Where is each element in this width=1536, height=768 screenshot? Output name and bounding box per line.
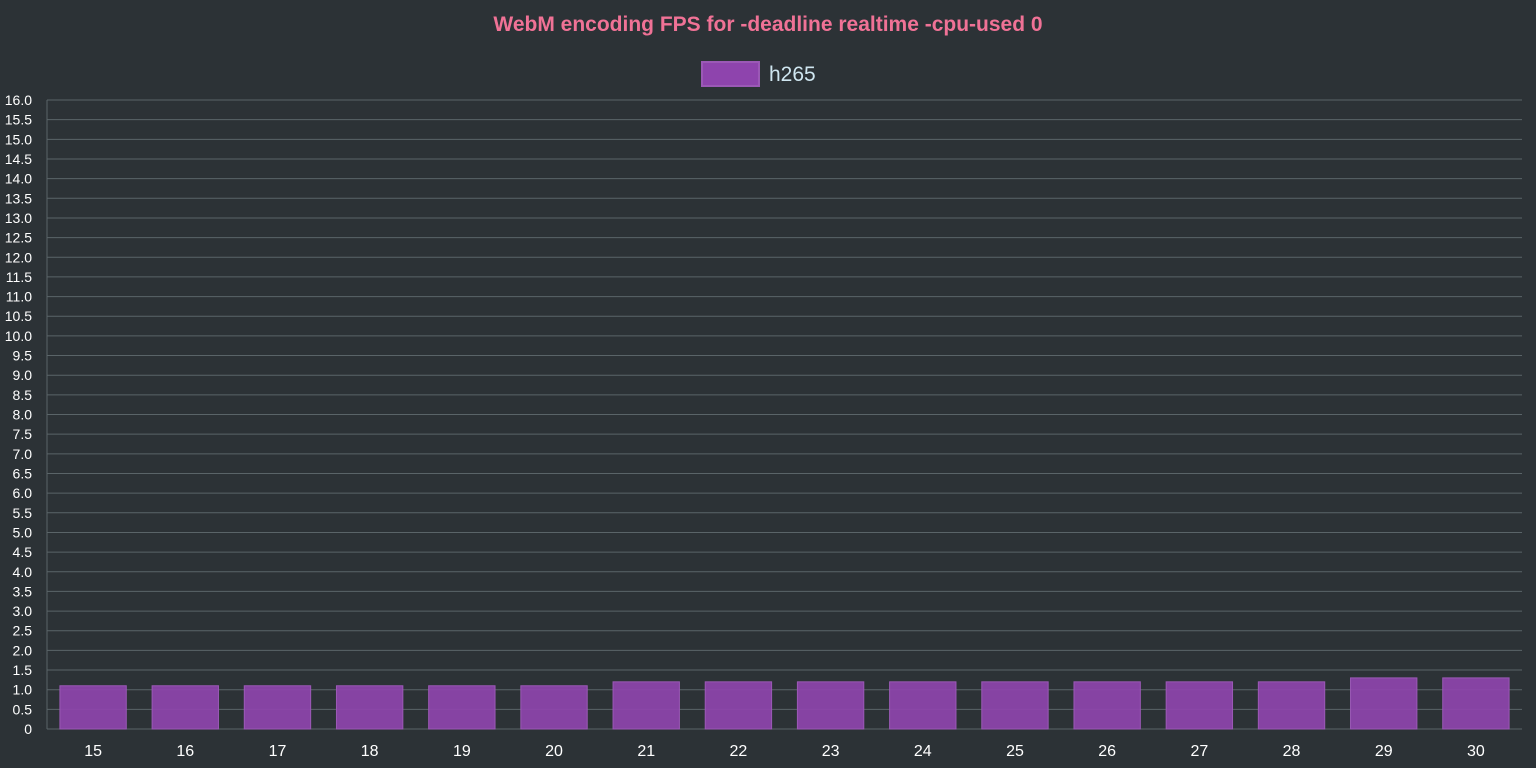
y-tick-label: 0.5 <box>13 701 33 717</box>
y-tick-label: 8.0 <box>13 407 33 423</box>
legend-swatch-h265[interactable] <box>701 61 760 87</box>
x-tick-label: 28 <box>1283 743 1301 760</box>
grid-lines <box>47 99 1522 730</box>
y-tick-label: 2.0 <box>13 642 33 658</box>
y-tick-label: 7.0 <box>13 446 33 462</box>
y-tick-label: 14.5 <box>5 151 32 167</box>
y-tick-label: 10.5 <box>5 308 32 324</box>
y-tick-label: 14.0 <box>5 171 32 187</box>
x-tick-label: 30 <box>1467 743 1485 760</box>
y-tick-label: 9.0 <box>13 367 33 383</box>
y-tick-label: 11.0 <box>6 289 32 305</box>
y-tick-label: 8.5 <box>13 387 33 403</box>
y-tick-label: 10.0 <box>5 328 32 344</box>
bar-h265-17[interactable] <box>243 685 312 730</box>
x-tick-label: 20 <box>545 743 563 760</box>
bar-h265-25[interactable] <box>981 681 1049 730</box>
y-tick-label: 1.0 <box>13 682 33 698</box>
y-tick-label: 13.0 <box>5 210 32 226</box>
y-tick-label: 0 <box>24 721 32 737</box>
x-tick-label: 29 <box>1375 743 1393 760</box>
bar-h265-27[interactable] <box>1165 681 1234 730</box>
bar-h265-16[interactable] <box>151 685 219 730</box>
y-tick-label: 12.5 <box>5 230 32 246</box>
bar-h265-26[interactable] <box>1073 681 1141 730</box>
x-tick-label: 19 <box>453 743 471 760</box>
x-tick-label: 24 <box>914 743 932 760</box>
bar-h265-20[interactable] <box>520 685 588 730</box>
y-tick-label: 13.5 <box>5 190 32 206</box>
y-tick-label: 15.0 <box>5 131 32 147</box>
y-tick-label: 9.5 <box>13 348 33 364</box>
y-tick-label: 12.0 <box>5 249 32 265</box>
y-tick-label: 16.0 <box>5 92 32 108</box>
x-tick-label: 23 <box>822 743 840 760</box>
y-tick-label: 5.5 <box>13 505 33 521</box>
y-tick-label: 2.5 <box>13 623 33 639</box>
x-tick-label: 17 <box>269 743 287 760</box>
bar-h265-22[interactable] <box>704 681 773 730</box>
bar-h265-28[interactable] <box>1257 681 1326 730</box>
y-tick-label: 11.5 <box>6 269 32 285</box>
y-tick-label: 5.0 <box>13 524 33 540</box>
y-tick-label: 6.0 <box>13 485 33 501</box>
y-tick-label: 6.5 <box>13 465 33 481</box>
y-tick-label: 4.0 <box>13 564 33 580</box>
y-tick-label: 7.5 <box>13 426 33 442</box>
chart-title: WebM encoding FPS for -deadline realtime… <box>493 13 1042 36</box>
x-tick-label: 16 <box>176 743 194 760</box>
x-tick-label: 15 <box>84 743 102 760</box>
x-tick-label: 26 <box>1098 743 1116 760</box>
y-tick-label: 1.5 <box>13 662 33 678</box>
y-tick-label: 4.5 <box>13 544 33 560</box>
y-tick-label: 3.0 <box>13 603 33 619</box>
bar-h265-29[interactable] <box>1350 677 1418 730</box>
y-tick-label: 15.5 <box>5 112 32 128</box>
bars <box>59 677 1510 730</box>
y-tick-label: 3.5 <box>13 583 33 599</box>
legend-label-h265[interactable]: h265 <box>769 63 816 86</box>
bar-h265-15[interactable] <box>59 685 127 730</box>
x-tick-label: 22 <box>730 743 748 760</box>
bar-h265-24[interactable] <box>889 681 957 730</box>
x-tick-label: 27 <box>1190 743 1208 760</box>
x-tick-label: 18 <box>361 743 379 760</box>
x-tick-label: 21 <box>637 743 655 760</box>
bar-h265-21[interactable] <box>612 681 680 730</box>
legend[interactable]: h265 <box>701 61 816 87</box>
x-axis-tick-labels: 15 16 17 18 19 20 21 22 23 24 25 26 27 28 29 30 <box>84 743 1485 760</box>
bar-h265-19[interactable] <box>428 685 496 730</box>
y-axis-tick-labels: 0 0.5 1.0 1.5 2.0 2.5 3.0 3.5 4.0 4.5 5.0 5.5 6.0 6.5… <box>5 92 32 737</box>
bar-h265-30[interactable] <box>1442 677 1510 730</box>
bar-h265-23[interactable] <box>796 681 865 730</box>
x-tick-label: 25 <box>1006 743 1024 760</box>
bar-h265-18[interactable] <box>335 685 404 730</box>
